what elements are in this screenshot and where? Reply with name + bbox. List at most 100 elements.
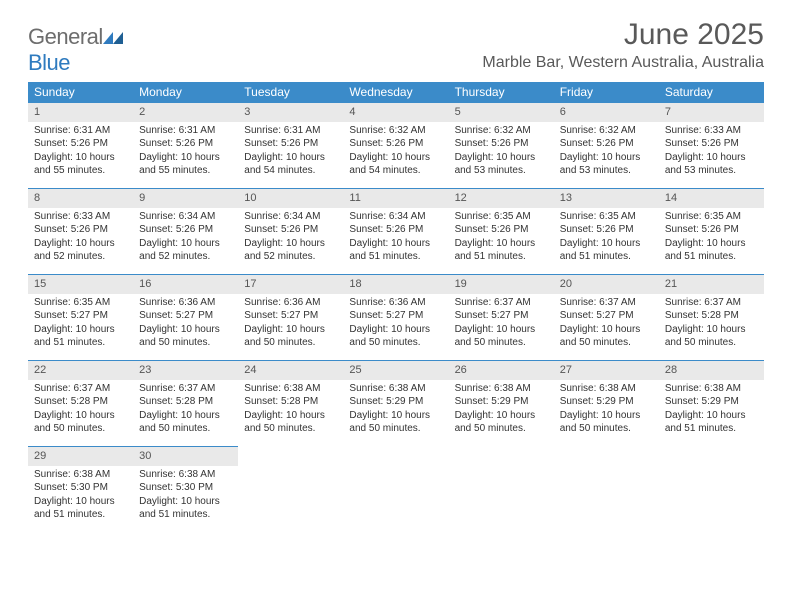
calendar-cell: 22Sunrise: 6:37 AMSunset: 5:28 PMDayligh…	[28, 361, 133, 447]
calendar-cell: 19Sunrise: 6:37 AMSunset: 5:27 PMDayligh…	[449, 275, 554, 361]
sunset-text: Sunset: 5:28 PM	[34, 395, 127, 409]
sunset-text: Sunset: 5:27 PM	[34, 309, 127, 323]
day-number: 17	[238, 275, 343, 294]
calendar-cell	[238, 447, 343, 533]
daylight-line2: and 50 minutes.	[34, 422, 127, 436]
weekday-header: Thursday	[449, 82, 554, 103]
daylight-line2: and 51 minutes.	[34, 508, 127, 522]
sunrise-text: Sunrise: 6:38 AM	[34, 468, 127, 482]
day-body: Sunrise: 6:36 AMSunset: 5:27 PMDaylight:…	[343, 294, 448, 354]
sunrise-text: Sunrise: 6:32 AM	[349, 124, 442, 138]
sunrise-text: Sunrise: 6:38 AM	[139, 468, 232, 482]
day-number: 16	[133, 275, 238, 294]
calendar-cell: 14Sunrise: 6:35 AMSunset: 5:26 PMDayligh…	[659, 189, 764, 275]
sunrise-text: Sunrise: 6:38 AM	[455, 382, 548, 396]
sunset-text: Sunset: 5:28 PM	[244, 395, 337, 409]
calendar-cell: 24Sunrise: 6:38 AMSunset: 5:28 PMDayligh…	[238, 361, 343, 447]
day-body: Sunrise: 6:31 AMSunset: 5:26 PMDaylight:…	[28, 122, 133, 182]
day-number: 23	[133, 361, 238, 380]
daylight-line1: Daylight: 10 hours	[139, 237, 232, 251]
daylight-line1: Daylight: 10 hours	[139, 409, 232, 423]
daylight-line1: Daylight: 10 hours	[349, 409, 442, 423]
daylight-line1: Daylight: 10 hours	[244, 409, 337, 423]
calendar-cell: 26Sunrise: 6:38 AMSunset: 5:29 PMDayligh…	[449, 361, 554, 447]
calendar-cell: 25Sunrise: 6:38 AMSunset: 5:29 PMDayligh…	[343, 361, 448, 447]
daylight-line1: Daylight: 10 hours	[139, 151, 232, 165]
day-body: Sunrise: 6:34 AMSunset: 5:26 PMDaylight:…	[238, 208, 343, 268]
day-number: 3	[238, 103, 343, 122]
day-body: Sunrise: 6:31 AMSunset: 5:26 PMDaylight:…	[133, 122, 238, 182]
daylight-line2: and 50 minutes.	[139, 422, 232, 436]
day-body: Sunrise: 6:35 AMSunset: 5:26 PMDaylight:…	[554, 208, 659, 268]
day-body: Sunrise: 6:33 AMSunset: 5:26 PMDaylight:…	[28, 208, 133, 268]
sunset-text: Sunset: 5:27 PM	[560, 309, 653, 323]
sunset-text: Sunset: 5:30 PM	[34, 481, 127, 495]
sunrise-text: Sunrise: 6:35 AM	[34, 296, 127, 310]
calendar-cell: 29Sunrise: 6:38 AMSunset: 5:30 PMDayligh…	[28, 447, 133, 533]
daylight-line1: Daylight: 10 hours	[455, 237, 548, 251]
day-number: 10	[238, 189, 343, 208]
day-number: 22	[28, 361, 133, 380]
daylight-line2: and 50 minutes.	[560, 422, 653, 436]
day-body: Sunrise: 6:38 AMSunset: 5:29 PMDaylight:…	[449, 380, 554, 440]
weekday-header: Wednesday	[343, 82, 448, 103]
day-body: Sunrise: 6:38 AMSunset: 5:30 PMDaylight:…	[28, 466, 133, 526]
day-number: 25	[343, 361, 448, 380]
sunrise-text: Sunrise: 6:36 AM	[139, 296, 232, 310]
weekday-header: Saturday	[659, 82, 764, 103]
sunrise-text: Sunrise: 6:32 AM	[560, 124, 653, 138]
logo-text-part1: General	[28, 24, 103, 49]
daylight-line2: and 52 minutes.	[244, 250, 337, 264]
daylight-line2: and 54 minutes.	[244, 164, 337, 178]
daylight-line1: Daylight: 10 hours	[34, 237, 127, 251]
sunrise-text: Sunrise: 6:38 AM	[244, 382, 337, 396]
sunrise-text: Sunrise: 6:38 AM	[560, 382, 653, 396]
day-number: 4	[343, 103, 448, 122]
calendar-cell: 3Sunrise: 6:31 AMSunset: 5:26 PMDaylight…	[238, 103, 343, 189]
weekday-header-row: Sunday Monday Tuesday Wednesday Thursday…	[28, 82, 764, 103]
calendar-cell: 17Sunrise: 6:36 AMSunset: 5:27 PMDayligh…	[238, 275, 343, 361]
logo-text: GeneralBlue	[28, 24, 123, 76]
sunset-text: Sunset: 5:30 PM	[139, 481, 232, 495]
sunset-text: Sunset: 5:29 PM	[349, 395, 442, 409]
weekday-header: Monday	[133, 82, 238, 103]
calendar-week-row: 29Sunrise: 6:38 AMSunset: 5:30 PMDayligh…	[28, 447, 764, 533]
calendar-cell: 2Sunrise: 6:31 AMSunset: 5:26 PMDaylight…	[133, 103, 238, 189]
sunrise-text: Sunrise: 6:34 AM	[349, 210, 442, 224]
daylight-line1: Daylight: 10 hours	[665, 409, 758, 423]
daylight-line2: and 53 minutes.	[665, 164, 758, 178]
daylight-line1: Daylight: 10 hours	[244, 323, 337, 337]
logo-mark-icon	[103, 24, 123, 50]
sunset-text: Sunset: 5:26 PM	[139, 137, 232, 151]
sunset-text: Sunset: 5:26 PM	[455, 137, 548, 151]
weekday-header: Tuesday	[238, 82, 343, 103]
calendar-cell: 12Sunrise: 6:35 AMSunset: 5:26 PMDayligh…	[449, 189, 554, 275]
daylight-line2: and 55 minutes.	[34, 164, 127, 178]
sunset-text: Sunset: 5:26 PM	[349, 223, 442, 237]
day-body: Sunrise: 6:37 AMSunset: 5:28 PMDaylight:…	[659, 294, 764, 354]
day-body: Sunrise: 6:37 AMSunset: 5:28 PMDaylight:…	[133, 380, 238, 440]
calendar-cell: 13Sunrise: 6:35 AMSunset: 5:26 PMDayligh…	[554, 189, 659, 275]
daylight-line2: and 51 minutes.	[349, 250, 442, 264]
daylight-line2: and 51 minutes.	[560, 250, 653, 264]
calendar-cell: 1Sunrise: 6:31 AMSunset: 5:26 PMDaylight…	[28, 103, 133, 189]
calendar-cell	[343, 447, 448, 533]
day-body: Sunrise: 6:35 AMSunset: 5:26 PMDaylight:…	[659, 208, 764, 268]
daylight-line2: and 50 minutes.	[455, 336, 548, 350]
weekday-header: Friday	[554, 82, 659, 103]
day-number: 7	[659, 103, 764, 122]
daylight-line2: and 54 minutes.	[349, 164, 442, 178]
calendar-cell	[554, 447, 659, 533]
sunrise-text: Sunrise: 6:32 AM	[455, 124, 548, 138]
daylight-line2: and 50 minutes.	[244, 422, 337, 436]
calendar-cell: 8Sunrise: 6:33 AMSunset: 5:26 PMDaylight…	[28, 189, 133, 275]
calendar-cell: 21Sunrise: 6:37 AMSunset: 5:28 PMDayligh…	[659, 275, 764, 361]
day-number: 2	[133, 103, 238, 122]
day-body: Sunrise: 6:35 AMSunset: 5:27 PMDaylight:…	[28, 294, 133, 354]
daylight-line2: and 51 minutes.	[665, 250, 758, 264]
day-body: Sunrise: 6:32 AMSunset: 5:26 PMDaylight:…	[554, 122, 659, 182]
location-subtitle: Marble Bar, Western Australia, Australia	[482, 54, 764, 72]
daylight-line1: Daylight: 10 hours	[560, 151, 653, 165]
sunset-text: Sunset: 5:26 PM	[244, 137, 337, 151]
sunrise-text: Sunrise: 6:36 AM	[244, 296, 337, 310]
